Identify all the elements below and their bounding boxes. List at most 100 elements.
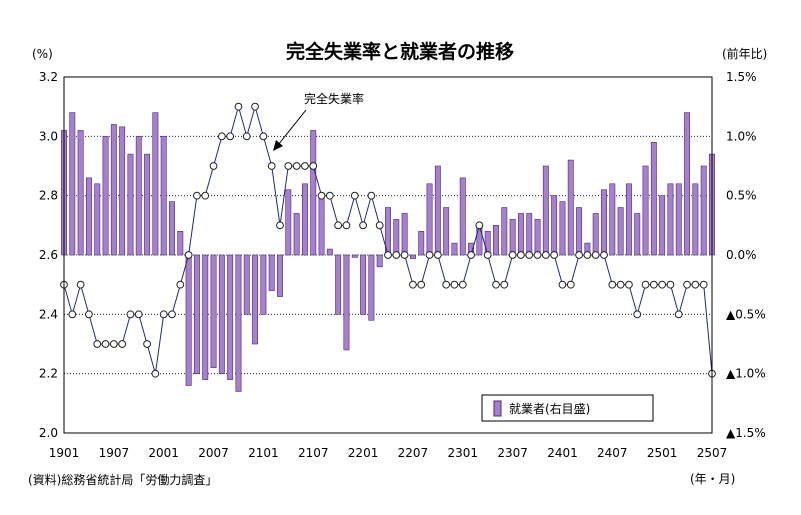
x-tick-label: 2301 — [447, 446, 478, 460]
bar — [526, 213, 533, 256]
line-point — [483, 251, 492, 259]
line-annotation: 完全失業率 — [273, 91, 364, 151]
line-point — [492, 280, 500, 289]
line-point — [666, 280, 675, 289]
chart-title: 完全失業率と就業者の推移 — [286, 40, 514, 63]
bar — [127, 153, 134, 256]
x-tick-label: 2007 — [198, 446, 229, 460]
bar — [160, 136, 167, 256]
line-point — [367, 191, 376, 200]
line-point — [325, 191, 334, 200]
bar — [409, 254, 416, 259]
bar — [426, 183, 433, 256]
line-point — [625, 280, 633, 289]
y-right-tick-label: ▲1.5% — [726, 426, 766, 440]
bar — [326, 248, 333, 256]
bar — [252, 254, 259, 345]
line-point — [591, 251, 600, 259]
bar — [177, 230, 184, 256]
bar — [360, 254, 367, 315]
bar — [534, 219, 541, 256]
line-point — [126, 310, 135, 319]
line-point — [342, 221, 351, 230]
bar — [218, 254, 225, 374]
line-point — [417, 280, 426, 289]
line-point — [550, 251, 559, 259]
bar — [277, 254, 283, 297]
bar — [609, 183, 616, 256]
bar — [227, 254, 234, 380]
bar — [559, 201, 566, 256]
line-point — [699, 280, 708, 289]
legend: 就業者(右目盛) — [481, 394, 654, 422]
line-point — [234, 102, 243, 111]
line-point — [101, 340, 110, 348]
line-point — [525, 251, 534, 259]
line-point — [226, 132, 235, 141]
line-point — [658, 280, 667, 289]
bar — [684, 112, 691, 256]
bar — [169, 201, 175, 256]
line-point — [109, 340, 118, 348]
line-point — [608, 280, 617, 289]
bar — [110, 124, 117, 256]
y-left-tick-label: 3.0 — [39, 129, 58, 143]
bar — [476, 225, 483, 256]
line-point — [458, 280, 467, 289]
bar — [700, 165, 707, 256]
line-point — [284, 162, 293, 170]
y-left-unit: (%) — [32, 47, 53, 61]
bar — [268, 254, 275, 291]
bar — [551, 195, 558, 256]
line-point — [168, 310, 176, 319]
bar — [517, 213, 524, 256]
legend-swatch — [493, 400, 502, 417]
line-point — [159, 310, 168, 319]
line-point — [649, 280, 658, 289]
line-point — [575, 251, 583, 259]
y-right-tick-label: 1.5% — [726, 70, 757, 84]
y-right-tick-label: ▲0.5% — [726, 307, 766, 321]
x-tick-label: 1907 — [99, 446, 130, 460]
x-unit: (年・月) — [690, 472, 735, 486]
line-point — [276, 221, 284, 230]
bar — [285, 189, 292, 256]
bar — [567, 159, 574, 256]
y-left-tick-label: 2.6 — [39, 248, 58, 262]
y-right-tick-label: 0.5% — [726, 189, 757, 203]
x-tick-label: 2001 — [148, 446, 179, 460]
line-point — [359, 221, 367, 230]
bar — [493, 225, 499, 256]
line-point — [533, 251, 542, 259]
line-point — [334, 221, 343, 230]
bar — [243, 254, 250, 315]
line-annotation-label: 完全失業率 — [304, 91, 364, 106]
bar — [260, 254, 267, 315]
y-left-tick-label: 2.0 — [39, 426, 58, 440]
y-left-tick-label: 2.2 — [39, 367, 58, 381]
line-point — [267, 162, 276, 170]
x-tick-label: 2307 — [497, 446, 528, 460]
line-point — [558, 280, 567, 289]
bar — [301, 183, 308, 256]
y-left-tick-label: 2.4 — [39, 307, 58, 321]
bar — [343, 254, 350, 351]
line-point — [317, 191, 326, 200]
bar — [119, 126, 126, 256]
line-point — [400, 251, 409, 259]
line-point — [201, 191, 210, 200]
y-right-tick-label: 1.0% — [726, 129, 757, 143]
line-point — [184, 251, 193, 259]
line-point — [217, 132, 226, 141]
line-point — [500, 280, 509, 289]
bar — [85, 177, 92, 256]
bar — [451, 242, 458, 256]
x-tick-label: 2207 — [398, 446, 429, 460]
y-right-ticks: ▲1.5% ▲1.0% ▲0.5% 0.0% 0.5% 1.0% 1.5% — [726, 70, 766, 440]
bar — [692, 183, 699, 256]
legend-box — [481, 394, 654, 422]
bar — [94, 183, 101, 256]
line-point — [76, 280, 85, 289]
bar — [310, 130, 317, 256]
bar — [459, 177, 466, 256]
